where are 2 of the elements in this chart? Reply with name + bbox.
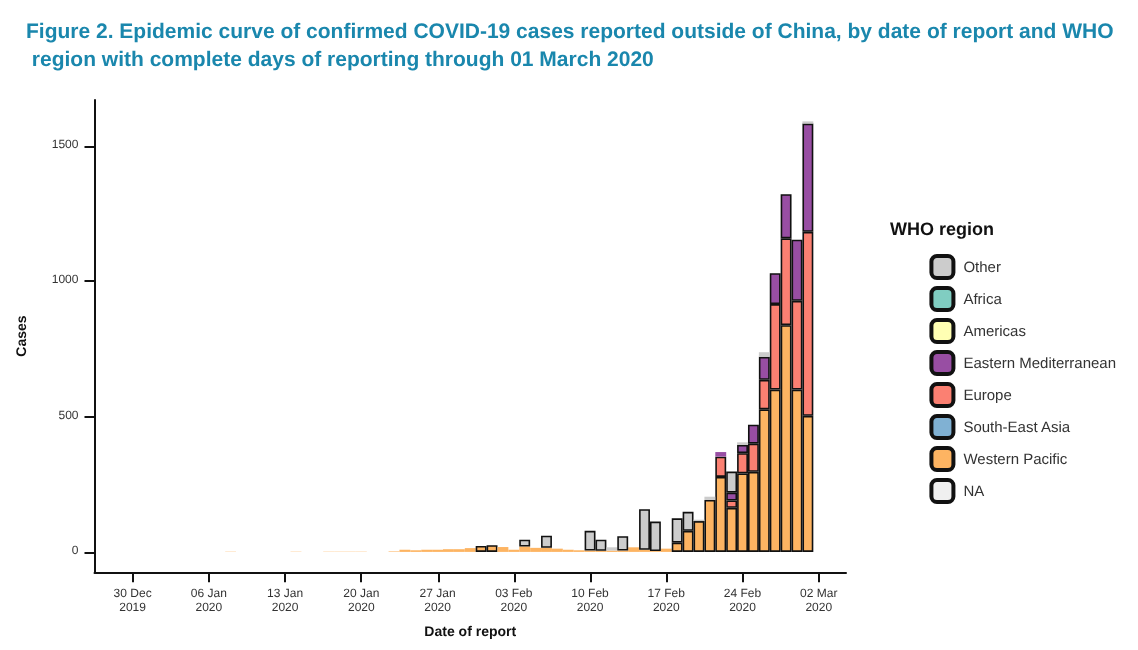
chart-title: Figure 2. Epidemic curve of confirmed COVID-19 cases reported outside of China, by date of report and WHO region with complete days of reporting through 01 March 2020: [26, 20, 1114, 72]
legend-title: WHO region: [890, 219, 994, 239]
